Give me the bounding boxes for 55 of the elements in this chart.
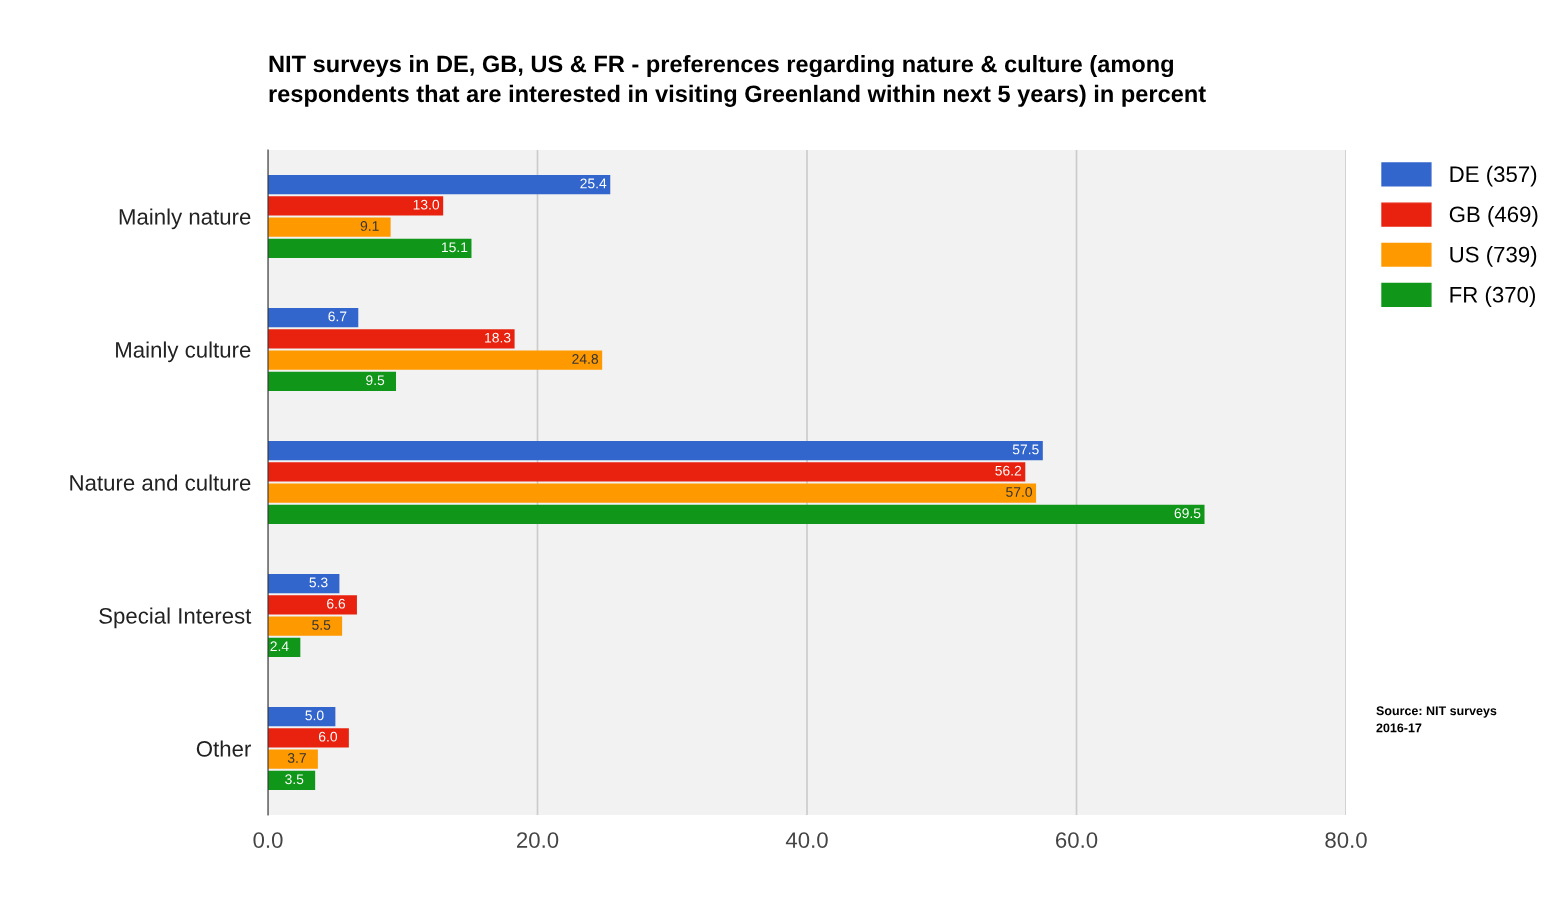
- data-label: 2.4: [270, 641, 289, 652]
- legend-label: FR (370): [1450, 286, 1535, 307]
- data-label: 56.2: [995, 465, 1022, 476]
- bar: [268, 196, 444, 216]
- y-tick-label: Other: [196, 740, 251, 757]
- x-tick-label: 0.0: [253, 832, 283, 848]
- bar: [268, 462, 1026, 482]
- bar: [268, 504, 1205, 524]
- bar: [268, 616, 343, 636]
- data-label: 69.5: [1174, 508, 1201, 519]
- bar: [268, 238, 472, 258]
- x-tick-label: 40.0: [785, 832, 828, 848]
- x-tick-label: 20.0: [516, 832, 559, 848]
- data-label: 57.5: [1012, 444, 1039, 455]
- data-label: 25.4: [580, 178, 607, 189]
- bar: [268, 175, 611, 195]
- source-note: Source: NIT surveys 2016-17: [1376, 706, 1497, 733]
- bar: [268, 728, 349, 748]
- data-label: 9.1: [360, 221, 379, 231]
- bar: [268, 595, 357, 615]
- bar: [268, 217, 391, 237]
- data-label: 18.3: [485, 332, 511, 343]
- data-label: 9.5: [366, 375, 385, 386]
- legend-label: US (739): [1450, 246, 1537, 267]
- bar: [268, 770, 316, 790]
- legend-label: DE (357): [1450, 165, 1537, 187]
- bar: [268, 574, 340, 594]
- data-label: 6.0: [319, 731, 338, 742]
- y-tick-label: Nature and culture: [70, 474, 251, 491]
- x-tick-label: 60.0: [1056, 832, 1098, 848]
- x-tick-label: 80.0: [1325, 832, 1367, 848]
- data-label: 13.0: [413, 199, 440, 210]
- y-tick-label: Special Interest: [99, 607, 252, 629]
- data-label: 57.0: [1006, 487, 1033, 497]
- bar: [268, 707, 336, 727]
- data-label: 5.5: [312, 620, 331, 630]
- y-tick-label: Mainly nature: [119, 208, 251, 230]
- bar: [268, 483, 1037, 503]
- bar: [268, 371, 397, 391]
- data-label: 6.6: [327, 598, 346, 609]
- data-label: 5.3: [309, 577, 328, 588]
- chart-title: NIT surveys in DE, GB, US & FR - preferences regarding nature & culture (among respondents that are interested in visiting Greenland within next 5 years) in percent: [269, 55, 1206, 107]
- data-label: 3.7: [287, 753, 306, 763]
- bar: [268, 749, 318, 769]
- bar: [268, 308, 359, 328]
- legend-label: GB (469): [1449, 205, 1538, 227]
- bar: [268, 350, 603, 370]
- data-label: 24.8: [572, 354, 599, 364]
- data-label: 3.5: [285, 774, 304, 785]
- data-label: 5.0: [305, 710, 324, 721]
- data-label: 15.1: [441, 242, 468, 253]
- data-label: 6.7: [328, 311, 347, 322]
- bar: [268, 329, 515, 349]
- y-tick-label: Mainly culture: [116, 341, 251, 363]
- bar: [268, 441, 1043, 461]
